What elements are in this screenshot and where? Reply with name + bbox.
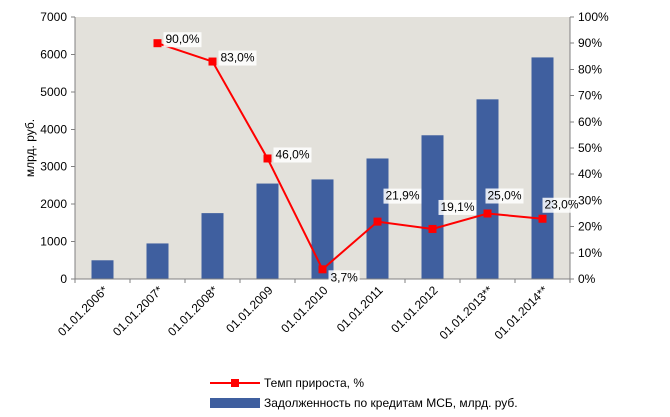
x-tick-label: 01.01.2013** — [437, 283, 496, 342]
y-tick-label: 2000 — [40, 197, 67, 211]
x-tick-label: 01.01.2010 — [278, 283, 331, 336]
data-label-bg — [273, 147, 312, 163]
growth-rate-marker — [153, 39, 162, 48]
legend-line-swatch — [210, 377, 260, 389]
data-label: 23,0% — [545, 198, 579, 212]
y2-tick-label: 20% — [578, 220, 602, 234]
bar-01.01.2006* — [91, 260, 114, 279]
growth-rate-line — [157, 42, 543, 271]
y-tick-label: 7000 — [40, 10, 67, 24]
x-tick-label: 01.01.2014** — [492, 283, 551, 342]
x-tick-label: 01.01.2011 — [334, 283, 386, 335]
data-label-bg — [328, 270, 360, 286]
growth-rate-marker — [373, 217, 382, 226]
data-label: 19,1% — [441, 200, 475, 214]
x-tick-label: 01.01.2012 — [388, 283, 441, 336]
growth-rate-marker — [318, 265, 327, 274]
y2-tick-label: 90% — [578, 36, 602, 50]
bar-01.01.2007* — [146, 243, 169, 279]
data-label: 25,0% — [488, 189, 522, 203]
legend-line-label: Темп прироста, % — [264, 376, 365, 390]
y2-tick-label: 10% — [578, 246, 602, 260]
growth-rate-marker — [538, 214, 547, 223]
x-tick-label: 01.01.2006* — [55, 283, 111, 339]
y-tick-label: 4000 — [40, 122, 67, 136]
y2-tick-label: 50% — [578, 141, 602, 155]
bar-01.01.2010 — [311, 179, 334, 279]
y-axis-label: млрд. руб. — [23, 119, 37, 177]
growth-rate-marker — [208, 57, 217, 66]
data-label-bg — [485, 188, 524, 204]
bar-01.01.2008* — [201, 213, 224, 279]
x-tick-label: 01.01.2007* — [110, 283, 166, 339]
bar-01.01.2014** — [531, 57, 554, 280]
y2-tick-label: 30% — [578, 193, 602, 207]
legend-bar-swatch — [210, 397, 260, 409]
bar-01.01.2012 — [421, 135, 444, 279]
legend-item-bar: Задолженность по кредитам МСБ, млрд. руб… — [210, 393, 570, 413]
y-tick-label: 3000 — [40, 160, 67, 174]
y2-tick-label: 0% — [578, 272, 596, 286]
growth-rate-marker — [483, 209, 492, 218]
data-label: 21,9% — [386, 189, 420, 203]
y2-tick-label: 80% — [578, 62, 602, 76]
y2-tick-label: 100% — [578, 10, 609, 24]
data-label-bg — [218, 50, 257, 66]
bar-01.01.2009 — [256, 183, 279, 279]
data-label: 90,0% — [166, 32, 200, 46]
y-tick-label: 0 — [60, 272, 67, 286]
data-label: 83,0% — [221, 51, 255, 65]
data-label: 46,0% — [276, 147, 310, 161]
growth-rate-marker — [428, 224, 437, 233]
y-tick-label: 1000 — [40, 235, 67, 249]
x-tick-label: 01.01.2009 — [223, 283, 276, 336]
y2-tick-label: 70% — [578, 89, 602, 103]
y2-tick-label: 60% — [578, 115, 602, 129]
legend-bar-label: Задолженность по кредитам МСБ, млрд. руб… — [264, 396, 518, 410]
y-tick-label: 6000 — [40, 47, 67, 61]
data-label-bg — [383, 188, 422, 204]
y-tick-label: 5000 — [40, 85, 67, 99]
data-label-bg — [438, 199, 477, 215]
x-tick-label: 01.01.2008* — [165, 283, 221, 339]
data-label-bg — [163, 32, 202, 48]
legend: Темп прироста, % Задолженность по кредит… — [210, 373, 570, 413]
growth-rate-marker — [263, 154, 272, 163]
data-label: 3,7% — [331, 270, 359, 284]
data-label-bg — [542, 197, 581, 213]
legend-item-line: Темп прироста, % — [210, 373, 570, 393]
y2-tick-label: 40% — [578, 167, 602, 181]
